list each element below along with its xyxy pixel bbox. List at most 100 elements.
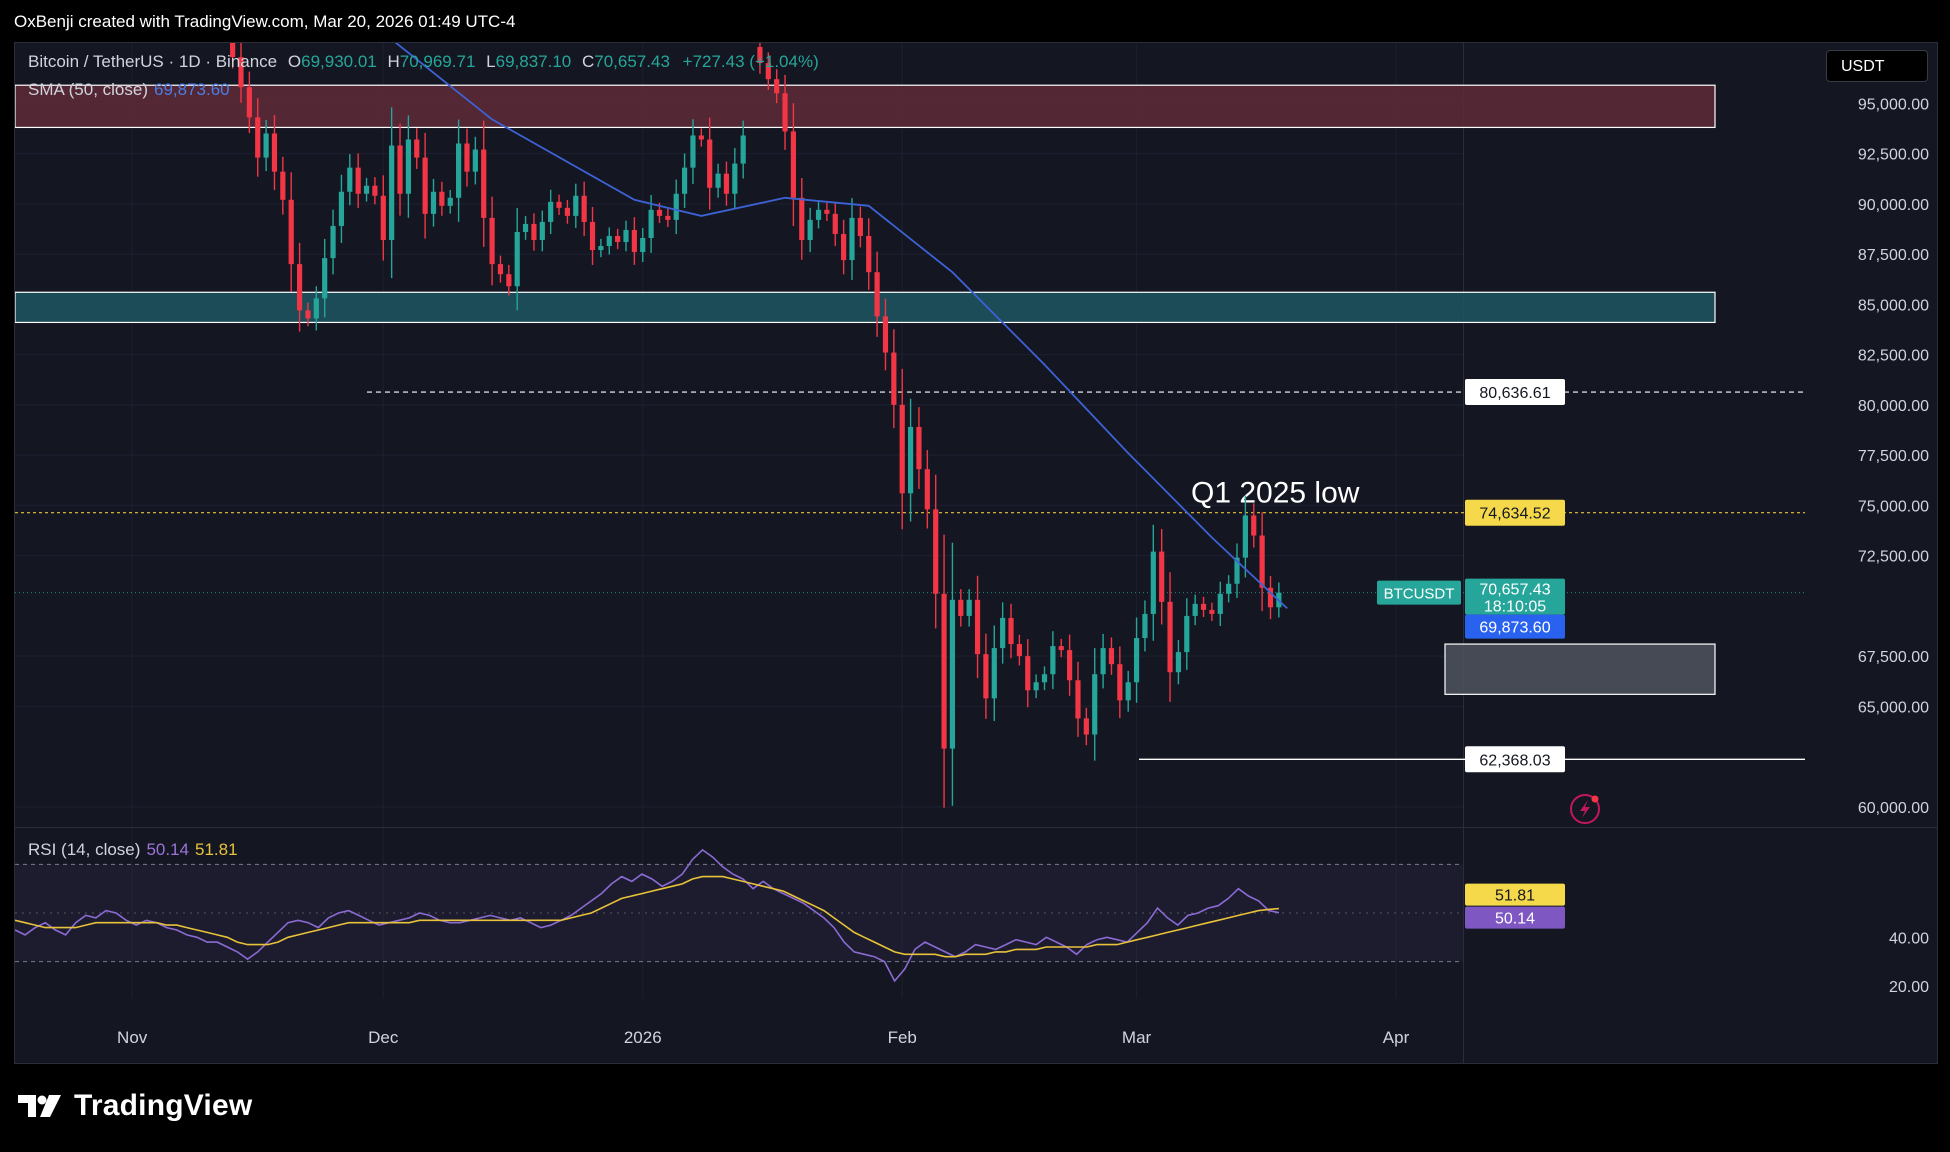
candle (1108, 648, 1115, 665)
candle (598, 246, 604, 251)
candle (430, 191, 437, 214)
candle (991, 648, 997, 699)
tag-last-bg (1465, 578, 1565, 615)
candle (916, 426, 922, 470)
candle (313, 298, 319, 319)
candle (941, 593, 947, 749)
candle (723, 173, 730, 194)
candle (330, 225, 336, 259)
candle (514, 231, 520, 287)
tradingview-logo: TradingView (16, 1088, 252, 1124)
open-value: 69,930.01 (301, 52, 377, 71)
candle (581, 195, 587, 222)
candle (1142, 613, 1148, 639)
currency-button[interactable]: USDT (1826, 50, 1928, 82)
lightning-icon (1570, 794, 1600, 824)
candle (907, 426, 914, 494)
tag-74634-bg (1465, 499, 1565, 526)
candle (464, 143, 470, 172)
tag-rsi-ma: 51.81 (1495, 888, 1535, 905)
candle (1251, 515, 1257, 536)
resistance-zone (15, 84, 1716, 129)
candle (924, 469, 930, 510)
chart-canvas[interactable]: Q1 2025 low 95,000.00 92,500.00 90,000.00 8… (15, 43, 1937, 1063)
time-tick-label: Mar (1122, 1028, 1152, 1047)
price-tick-label: 80,000.00 (1858, 398, 1929, 415)
sma-legend[interactable]: SMA (50, close) 69,873.60 (28, 80, 230, 100)
rsi-ma-line (15, 875, 1279, 958)
candle (807, 219, 813, 241)
candle (548, 201, 554, 222)
time-tick-label: Feb (888, 1028, 917, 1047)
tag-62368: 62,368.03 (1479, 752, 1550, 769)
candle (347, 167, 353, 192)
candle (857, 217, 863, 236)
candle (556, 201, 562, 208)
price-tick-label: 95,000.00 (1858, 96, 1929, 113)
candle (1175, 652, 1182, 673)
time-tick-label: Apr (1383, 1028, 1410, 1047)
candle (966, 599, 972, 616)
price-tick-label: 65,000.00 (1858, 699, 1929, 716)
candle (690, 135, 696, 168)
candle (1217, 593, 1223, 614)
candle (1133, 638, 1140, 683)
tag-rsi-bg (1465, 906, 1565, 929)
tag-80636: 80,636.61 (1479, 385, 1550, 402)
candle (422, 157, 428, 214)
support-zone (15, 291, 1716, 324)
candle (573, 195, 579, 216)
price-tick-label: 90,000.00 (1858, 197, 1929, 214)
rsi-legend[interactable]: RSI (14, close) 50.14 51.81 (28, 840, 238, 860)
open-label: O (287, 52, 302, 71)
candle (372, 185, 378, 196)
candle (296, 264, 303, 311)
candle (1008, 617, 1014, 645)
candle (615, 235, 621, 243)
candle (799, 197, 805, 241)
sma-value: 69,873.60 (154, 80, 230, 99)
candle (589, 221, 596, 251)
candle (489, 217, 495, 265)
sma-50-line (394, 43, 1288, 610)
lightning-icon-bolt (1580, 800, 1590, 818)
price-tick-label: 75,000.00 (1858, 498, 1929, 515)
candle (631, 229, 637, 253)
tag-sma: 69,873.60 (1479, 620, 1550, 637)
candle (397, 145, 403, 194)
high-label: H (387, 52, 400, 71)
candle (782, 93, 788, 132)
demand-zone (1444, 643, 1716, 695)
candle (481, 149, 487, 218)
candle (623, 229, 629, 243)
candle (790, 131, 796, 198)
candle (531, 223, 537, 241)
q1-2025-low-label: Q1 2025 low (1191, 477, 1360, 510)
candle (338, 191, 345, 226)
candle (698, 135, 704, 140)
candle (974, 599, 981, 655)
candle (824, 209, 830, 214)
candle (439, 191, 445, 206)
candle (263, 133, 269, 158)
candle (1100, 648, 1106, 675)
candle (682, 167, 688, 194)
candle (757, 47, 763, 64)
candle (1067, 650, 1073, 681)
candle (899, 404, 905, 494)
candle (1200, 603, 1207, 610)
candle (1234, 557, 1240, 584)
candle (1058, 646, 1064, 651)
candle (983, 654, 989, 699)
candle (656, 209, 663, 216)
candle (497, 264, 504, 275)
candle (522, 223, 529, 232)
candle (447, 197, 453, 206)
tag-62368-bg (1465, 746, 1565, 773)
chart-panel[interactable]: Q1 2025 low 95,000.00 92,500.00 90,000.00 8… (14, 42, 1938, 1064)
candle (1159, 551, 1165, 602)
candle (949, 599, 956, 749)
tag-last-price: 70,657.43 (1479, 582, 1550, 599)
low-value: 69,837.10 (495, 52, 572, 71)
symbol-title[interactable]: Bitcoin / TetherUS · 1D · Binance (28, 52, 278, 71)
